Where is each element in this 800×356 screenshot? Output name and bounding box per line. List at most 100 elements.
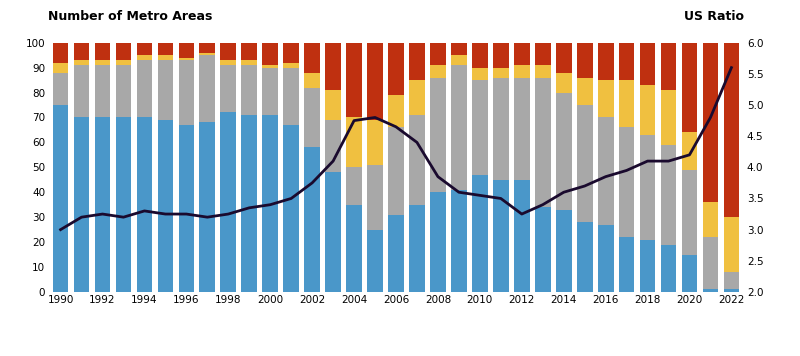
Bar <box>262 115 278 292</box>
Bar <box>367 120 383 165</box>
Bar <box>430 43 446 65</box>
Bar <box>618 127 634 237</box>
Bar <box>451 55 466 65</box>
Bar <box>346 117 362 167</box>
Bar <box>221 60 236 65</box>
Bar <box>618 80 634 127</box>
Bar <box>116 117 131 292</box>
Bar <box>262 43 278 65</box>
Bar <box>640 135 655 240</box>
Bar <box>618 43 634 80</box>
Bar <box>367 43 383 120</box>
Bar <box>137 60 152 117</box>
Bar <box>199 53 215 55</box>
Bar <box>304 147 320 292</box>
Bar <box>514 43 530 65</box>
Bar <box>577 78 593 105</box>
Bar <box>221 112 236 292</box>
Bar <box>598 43 614 80</box>
Bar <box>598 225 614 292</box>
Bar <box>367 230 383 292</box>
Bar <box>556 210 571 292</box>
Bar <box>493 43 509 68</box>
Bar <box>221 43 236 60</box>
Bar <box>514 65 530 78</box>
Bar <box>137 43 152 55</box>
Bar <box>304 88 320 147</box>
Bar <box>326 172 341 292</box>
Bar <box>53 73 69 105</box>
Bar <box>535 207 550 292</box>
Bar <box>94 43 110 60</box>
Bar <box>723 43 739 217</box>
Bar <box>430 65 446 78</box>
Bar <box>535 78 550 207</box>
Bar <box>472 175 488 292</box>
Bar <box>178 60 194 125</box>
Bar <box>493 180 509 292</box>
Bar <box>577 105 593 222</box>
Bar <box>514 78 530 180</box>
Bar <box>493 68 509 78</box>
Bar <box>640 240 655 292</box>
Bar <box>493 78 509 180</box>
Bar <box>682 255 698 292</box>
Bar <box>94 117 110 292</box>
Bar <box>346 205 362 292</box>
Bar <box>283 125 299 292</box>
Bar <box>116 43 131 60</box>
Bar <box>199 43 215 53</box>
Bar <box>178 58 194 60</box>
Bar <box>556 93 571 210</box>
Bar <box>702 202 718 237</box>
Bar <box>577 222 593 292</box>
Legend: Price-to-Income Ratio, Under 3.0, 3.0-3.9, 4.0-4.9, 5.0 and Over, US Ratio (Righ: Price-to-Income Ratio, Under 3.0, 3.0-3.… <box>98 352 694 356</box>
Bar <box>556 43 571 73</box>
Bar <box>199 122 215 292</box>
Bar <box>388 215 404 292</box>
Bar <box>598 117 614 225</box>
Bar <box>283 43 299 63</box>
Bar <box>409 115 425 205</box>
Bar <box>472 43 488 68</box>
Bar <box>94 60 110 65</box>
Bar <box>221 65 236 112</box>
Bar <box>388 43 404 95</box>
Bar <box>304 43 320 73</box>
Bar <box>199 55 215 122</box>
Bar <box>661 90 676 145</box>
Bar <box>598 80 614 117</box>
Bar <box>158 43 174 55</box>
Bar <box>283 63 299 68</box>
Bar <box>535 43 550 65</box>
Bar <box>178 43 194 58</box>
Bar <box>618 237 634 292</box>
Bar <box>262 68 278 115</box>
Bar <box>409 80 425 115</box>
Bar <box>178 125 194 292</box>
Bar <box>116 60 131 65</box>
Bar <box>137 55 152 60</box>
Bar <box>388 127 404 215</box>
Bar <box>326 90 341 120</box>
Bar <box>53 105 69 292</box>
Bar <box>137 117 152 292</box>
Text: Number of Metro Areas: Number of Metro Areas <box>48 10 212 23</box>
Bar <box>158 55 174 60</box>
Bar <box>116 65 131 117</box>
Bar <box>535 65 550 78</box>
Bar <box>409 205 425 292</box>
Bar <box>409 43 425 80</box>
Bar <box>723 217 739 272</box>
Bar <box>74 65 90 117</box>
Bar <box>514 180 530 292</box>
Bar <box>53 63 69 73</box>
Bar <box>661 43 676 90</box>
Bar <box>577 43 593 78</box>
Bar <box>242 60 257 65</box>
Bar <box>304 73 320 88</box>
Bar <box>723 289 739 292</box>
Bar <box>451 190 466 292</box>
Bar <box>451 43 466 55</box>
Bar <box>472 68 488 80</box>
